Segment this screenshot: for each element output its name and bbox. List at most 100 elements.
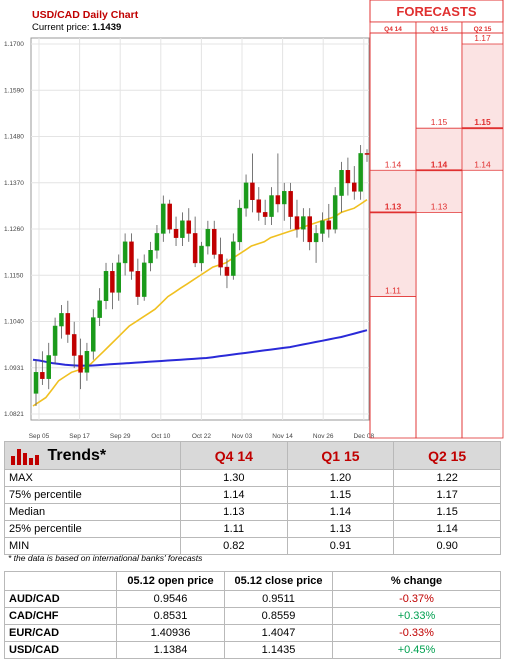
price-pair: EUR/CAD [4,624,117,642]
candle-body-down [262,212,268,217]
candle [192,216,198,268]
price-row: USD/CAD 1.1384 1.1435 +0.45% [4,641,501,659]
price-row: AUD/CAD 0.9546 0.9511 -0.37% [4,590,501,608]
candle-body-up [46,355,51,379]
y-tick-label: 1.1590 [4,87,24,94]
trends-value: 1.15 [393,503,501,521]
candlesticks [33,145,370,407]
forecast-title: FORECASTS [396,4,477,19]
forecast-median-label: 1.13 [385,201,402,211]
forecast-low-label: 1.11 [385,286,401,296]
candle [364,149,370,162]
trends-title: Trends* [47,446,107,464]
candle [78,338,83,390]
candle [282,182,287,221]
candle-body-down [345,170,351,184]
trends-value: 1.15 [286,486,395,504]
candle [339,161,344,213]
price-open: 1.1384 [116,641,225,659]
candle [84,342,90,381]
price-header-blank [4,571,117,591]
trends-value: 0.90 [393,537,501,555]
trends-value: 1.13 [286,520,395,538]
candle-body-up [313,233,319,243]
price-change: -0.33% [332,624,501,642]
forecast-high-label: 1.15 [431,117,448,127]
candle-body-up [84,351,90,373]
x-tick-label: Sep 05 [29,433,50,440]
candle-body-up [237,207,242,243]
x-tick-label: Dec 08 [353,433,374,440]
candle-body-down [135,271,141,297]
candle-body-up [199,245,204,264]
candle-body-down [65,313,71,335]
candle [243,174,249,217]
forecast-col-label: Q4 14 [384,26,402,33]
candle [231,233,236,280]
candle [141,254,147,301]
trends-value: 1.17 [393,486,501,504]
candle-body-up [97,300,102,318]
candle [199,241,204,272]
x-tick-label: Oct 22 [192,433,212,440]
candle [91,309,96,360]
price-header-change: % change [332,571,501,591]
y-tick-label: 1.0821 [4,411,24,418]
bar-chart-icon [11,448,39,465]
candle [167,199,172,234]
candle-body-up [205,228,211,247]
price-close: 0.8559 [224,607,333,625]
trends-row: MAX 1.30 1.20 1.22 [4,469,501,487]
candle-body-up [180,220,185,238]
candle [135,258,141,305]
forecast-note: * the data is based on international ban… [8,553,203,563]
candle-body-up [103,271,109,302]
forecast-low-label: 1.13 [431,201,448,211]
forecast-panel: FORECASTS Q4 14 1.14 1.13 1.11 Q1 15 1.15 1.14 1… [369,0,504,439]
forecast-high-label: 1.17 [474,33,491,43]
trends-value: 0.91 [286,537,395,555]
candle [218,237,223,276]
candle-body-up [52,325,58,356]
candle [116,254,121,301]
trends-value: 0.82 [180,537,288,555]
chart-grid [30,37,370,421]
price-header-open: 05.12 open price [116,571,225,591]
candle-body-up [154,233,160,251]
candle [40,351,45,385]
candle-body-down [352,182,357,192]
x-tick-label: Nov 03 [232,433,253,440]
candle [173,216,179,247]
forecast-col-label: Q2 15 [474,26,492,33]
y-tick-label: 1.1260 [4,226,24,233]
candle [326,203,332,238]
candle [122,233,128,276]
candle [65,300,71,343]
forecast-median-label: 1.15 [474,117,491,127]
candle [59,304,64,339]
chart-title: USD/CAD Daily Chart [32,9,139,21]
forecast-band [371,170,415,297]
candle-body-down [294,216,300,230]
trends-value: 1.20 [286,469,395,487]
price-change: -0.37% [332,590,501,608]
candle-body-down [211,228,217,255]
y-tick-label: 1.1040 [4,319,24,326]
candle [352,166,357,200]
price-pair: USD/CAD [4,641,117,659]
x-axis: Sep 05 Sep 17 Sep 29 Oct 10 Oct 22 Nov 03 Nov … [29,433,375,440]
trends-col-q2: Q2 15 [393,441,501,470]
trends-value: 1.14 [180,486,288,504]
candle-body-up [141,262,147,297]
candle-body-up [59,313,64,327]
y-tick-label: 1.1700 [4,41,24,48]
candle [275,153,281,213]
candle-body-up [33,372,39,394]
candle-body-down [110,271,115,293]
candle [224,258,230,289]
candle [313,225,319,263]
candle [345,157,351,196]
current-price-label: Current price: [32,22,90,33]
trends-value: 1.30 [180,469,288,487]
trends-row-label: 25% percentile [4,520,181,538]
